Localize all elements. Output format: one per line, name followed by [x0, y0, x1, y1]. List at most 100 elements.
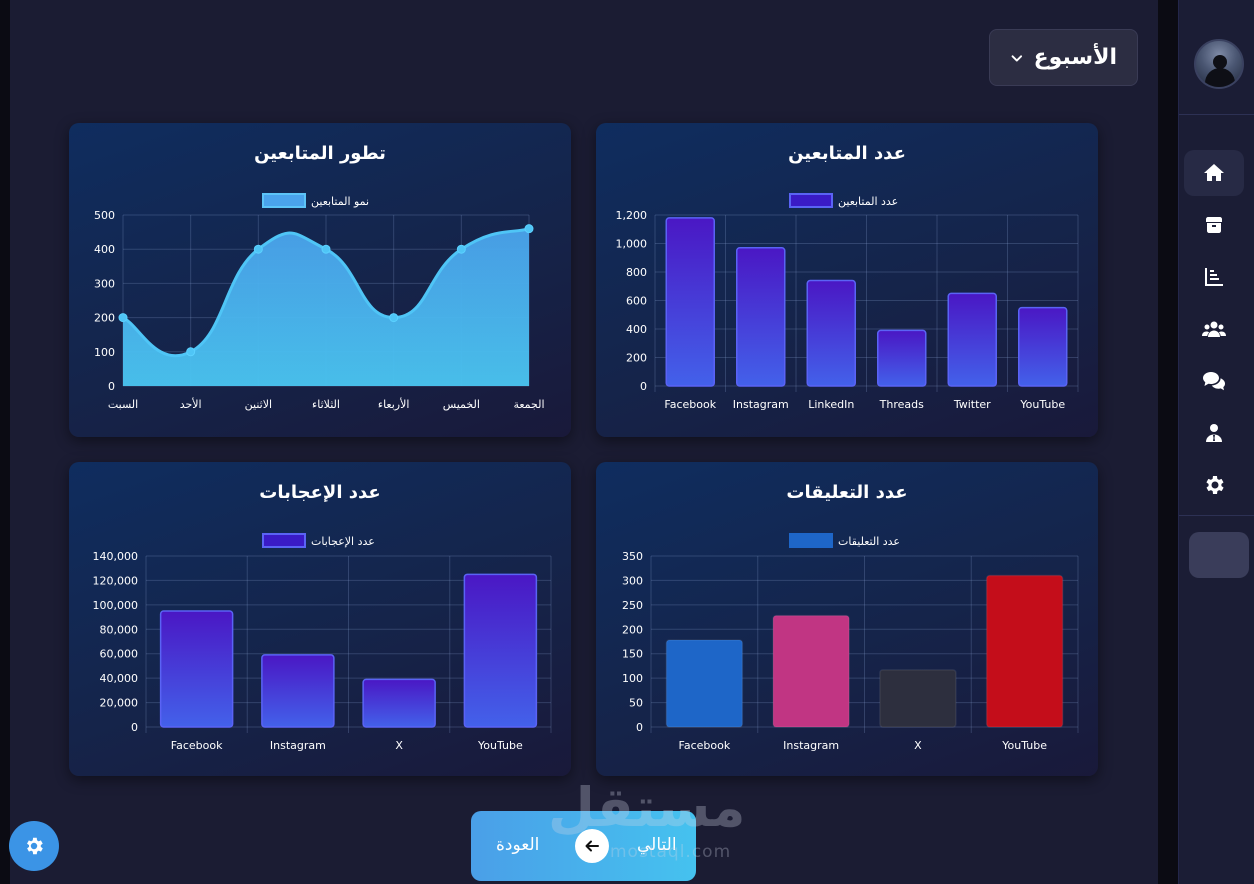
- sidebar-item-messages[interactable]: [1184, 358, 1244, 404]
- y-tick-label: 200: [622, 623, 643, 636]
- y-tick-label: 150: [622, 648, 643, 661]
- data-point: [321, 244, 331, 254]
- y-tick-label: 0: [108, 380, 115, 393]
- users-icon: [1202, 321, 1226, 337]
- sidebar-item-analytics[interactable]: [1184, 254, 1244, 300]
- back-button[interactable]: العودة: [496, 835, 540, 855]
- data-point: [456, 244, 466, 254]
- next-button[interactable]: التالي: [637, 835, 677, 855]
- x-tick-label: Facebook: [664, 398, 716, 411]
- y-tick-label: 200: [94, 312, 115, 325]
- sidebar-item-products[interactable]: [1184, 202, 1244, 248]
- x-tick-label: الأربعاء: [378, 397, 410, 411]
- legend-label: نمو المتابعين: [311, 195, 369, 208]
- followers-chart-title: عدد المتابعين: [788, 143, 906, 164]
- legend-label: عدد المتابعين: [838, 195, 898, 208]
- x-tick-label: X: [914, 739, 922, 752]
- bar: [947, 292, 997, 387]
- y-tick-label: 400: [94, 243, 115, 256]
- bar-chart-icon: [1205, 268, 1223, 286]
- gear-icon: [1206, 476, 1224, 494]
- likes-chart-card: عدد الإعجابات عدد الإعجابات 0 20,000 40,000…: [69, 462, 571, 776]
- growth-chart: نمو المتابعين 0 100 200 300 400 500 السبت الأحد ا…: [94, 193, 545, 411]
- bar: [463, 573, 538, 728]
- bar: [159, 610, 234, 728]
- period-select-value: الأسبوع: [1033, 45, 1117, 70]
- arrow-left-icon: [585, 840, 599, 852]
- x-tick-label: الخميس: [443, 398, 480, 411]
- x-tick-label: YouTube: [1001, 739, 1047, 752]
- user-icon: [1206, 424, 1222, 442]
- legend-swatch: [789, 533, 833, 548]
- x-tick-label: Instagram: [733, 398, 789, 411]
- data-point: [389, 313, 399, 323]
- y-tick-label: 600: [626, 295, 647, 308]
- gear-icon: [27, 837, 43, 855]
- x-tick-label: السبت: [108, 398, 138, 411]
- chat-icon: [1203, 372, 1225, 391]
- x-tick-label: YouTube: [477, 739, 523, 752]
- y-tick-label: 0: [640, 380, 647, 393]
- legend-swatch: [262, 533, 306, 548]
- x-tick-label: الاثنين: [245, 398, 272, 411]
- bar: [985, 574, 1064, 728]
- bar: [772, 614, 850, 728]
- y-tick-label: 100: [622, 672, 643, 685]
- arrow-left-button[interactable]: [575, 829, 609, 863]
- legend-swatch: [789, 193, 833, 208]
- left-edge: [0, 0, 10, 884]
- x-tick-label: Facebook: [171, 739, 223, 752]
- x-tick-label: YouTube: [1019, 398, 1065, 411]
- sidebar-divider: [1179, 515, 1254, 516]
- box-icon: [1206, 217, 1222, 233]
- x-tick-label: LinkedIn: [808, 398, 854, 411]
- y-tick-label: 1,000: [616, 238, 648, 251]
- y-tick-label: 250: [622, 599, 643, 612]
- x-tick-label: Twitter: [953, 398, 991, 411]
- y-tick-label: 100,000: [93, 599, 139, 612]
- y-tick-label: 20,000: [100, 697, 139, 710]
- y-tick-label: 50: [629, 697, 643, 710]
- bar: [665, 639, 744, 728]
- sidebar: [1178, 0, 1254, 884]
- legend-label: عدد الإعجابات: [311, 535, 375, 548]
- data-point: [118, 313, 128, 323]
- sidebar-divider: [1179, 114, 1254, 115]
- y-tick-label: 400: [626, 323, 647, 336]
- y-tick-label: 40,000: [100, 672, 139, 685]
- data-point: [524, 224, 534, 234]
- followers-chart: عدد المتابعين 0 200 400 600 800 1,000 1,200 Face…: [616, 193, 1079, 411]
- y-tick-label: 60,000: [100, 648, 139, 661]
- y-tick-label: 140,000: [93, 550, 139, 563]
- comments-chart: عدد التعليقات 0 50 100 150 200 250 300 350 Facebo…: [622, 533, 1079, 752]
- avatar[interactable]: [1194, 39, 1244, 89]
- sidebar-item-profile[interactable]: [1184, 410, 1244, 456]
- y-tick-label: 100: [94, 346, 115, 359]
- bar: [736, 247, 786, 387]
- x-tick-label: الأحد: [180, 397, 202, 411]
- sidebar-item-settings[interactable]: [1184, 462, 1244, 508]
- followers-chart-card: عدد المتابعين عدد المتابعين 0 200 400 600 800…: [596, 123, 1098, 437]
- x-tick-label: X: [395, 739, 403, 752]
- bar: [362, 678, 436, 728]
- chevron-down-icon: [1011, 54, 1023, 61]
- sidebar-item-users[interactable]: [1184, 306, 1244, 352]
- data-point: [186, 347, 196, 357]
- area-fill: [123, 228, 529, 386]
- bar: [879, 669, 957, 728]
- likes-chart: عدد الإعجابات 0 20,000 40,000 60,000 80,000 10…: [93, 533, 552, 752]
- bar: [665, 217, 715, 387]
- y-tick-label: 200: [626, 352, 647, 365]
- sidebar-item-home[interactable]: [1184, 150, 1244, 196]
- x-tick-label: الجمعة: [513, 398, 544, 411]
- y-tick-label: 350: [622, 550, 643, 563]
- data-point: [253, 244, 263, 254]
- bar: [806, 279, 856, 387]
- comments-chart-card: عدد التعليقات عدد التعليقات 0 50 100 150 200 2…: [596, 462, 1098, 776]
- period-select[interactable]: الأسبوع: [989, 29, 1138, 86]
- growth-chart-card: تطور المتابعين نمو المتابعين 0 100 200 300 40…: [69, 123, 571, 437]
- likes-chart-title: عدد الإعجابات: [259, 482, 381, 503]
- settings-fab[interactable]: [9, 821, 59, 871]
- y-tick-label: 0: [131, 721, 138, 734]
- y-tick-label: 120,000: [93, 574, 139, 587]
